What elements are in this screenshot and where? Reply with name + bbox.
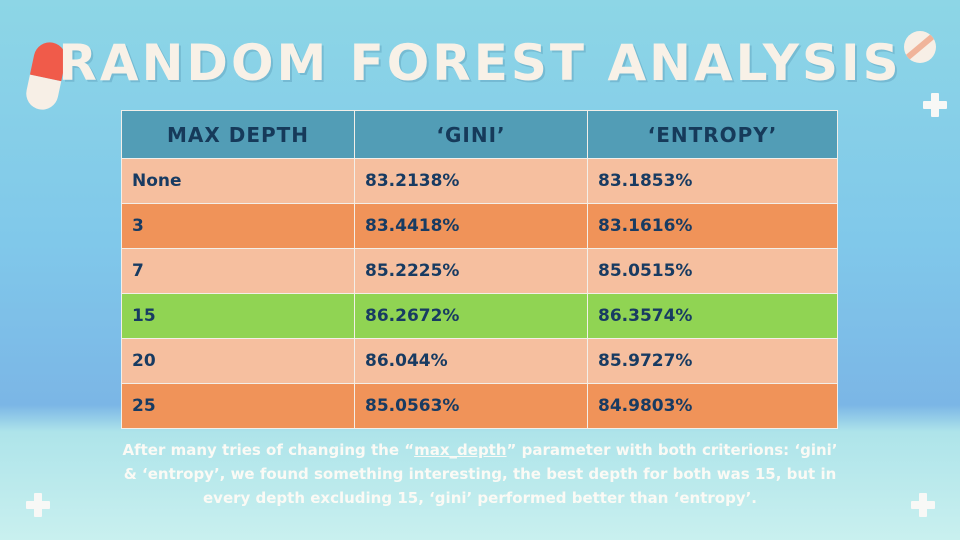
entropy-cell: 83.1853% xyxy=(587,158,838,204)
entropy-cell: 84.9803% xyxy=(587,383,838,429)
table-row: 7 85.2225% 85.0515% xyxy=(121,248,838,294)
summary-note: After many tries of changing the “max_de… xyxy=(120,438,840,510)
depth-cell: 7 xyxy=(121,248,355,294)
table-header-row: Max Depth ‘gini’ ‘entropy’ xyxy=(121,110,838,159)
depth-cell: 20 xyxy=(121,338,355,384)
depth-cell: 3 xyxy=(121,203,355,249)
note-text-end: ” parameter with both criterions: ‘gini’… xyxy=(123,441,838,507)
table-row-best: 15 86.2672% 86.3574% xyxy=(121,293,838,339)
depth-cell: 25 xyxy=(121,383,355,429)
header-max-depth: Max Depth xyxy=(121,110,355,159)
results-table: Max Depth ‘gini’ ‘entropy’ None 83.2138%… xyxy=(121,110,838,429)
depth-cell: None xyxy=(121,158,355,204)
depth-cell: 15 xyxy=(121,293,355,339)
header-gini: ‘gini’ xyxy=(354,110,588,159)
tablet-icon xyxy=(904,31,936,63)
note-text-start: After many tries of changing the “ xyxy=(122,441,415,459)
gini-cell: 83.2138% xyxy=(354,158,588,204)
gini-cell: 83.4418% xyxy=(354,203,588,249)
plus-icon xyxy=(911,493,935,517)
entropy-cell: 86.3574% xyxy=(587,293,838,339)
table-row: 25 85.0563% 84.9803% xyxy=(121,383,838,429)
entropy-cell: 85.9727% xyxy=(587,338,838,384)
entropy-cell: 83.1616% xyxy=(587,203,838,249)
page-title: Random Forest Analysis xyxy=(58,34,902,92)
table-row: None 83.2138% 83.1853% xyxy=(121,158,838,204)
table-row: 3 83.4418% 83.1616% xyxy=(121,203,838,249)
gini-cell: 86.2672% xyxy=(354,293,588,339)
note-param-link: max_depth xyxy=(414,441,507,459)
entropy-cell: 85.0515% xyxy=(587,248,838,294)
gini-cell: 86.044% xyxy=(354,338,588,384)
plus-icon xyxy=(923,93,947,117)
gini-cell: 85.0563% xyxy=(354,383,588,429)
gini-cell: 85.2225% xyxy=(354,248,588,294)
table-row: 20 86.044% 85.9727% xyxy=(121,338,838,384)
header-entropy: ‘entropy’ xyxy=(587,110,838,159)
plus-icon xyxy=(26,493,50,517)
